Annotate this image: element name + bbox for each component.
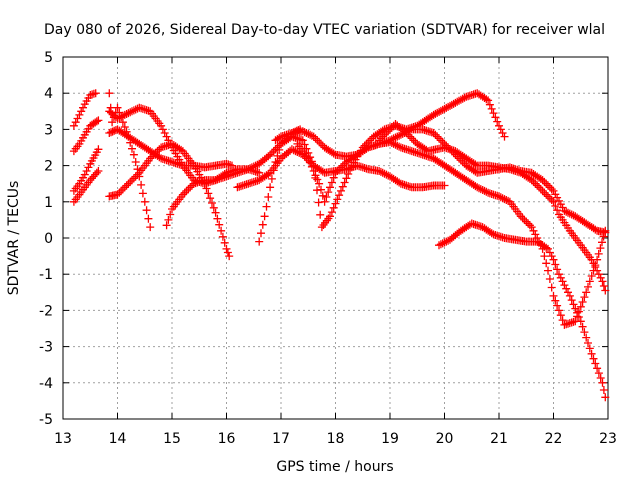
data-points — [435, 219, 610, 402]
data-points — [69, 167, 103, 206]
data-points — [69, 145, 103, 195]
y-tick-label: -5 — [39, 412, 53, 428]
data-points — [69, 89, 100, 130]
x-tick-label: 23 — [599, 431, 617, 447]
data-points — [293, 138, 610, 329]
y-tick-label: -4 — [39, 376, 53, 392]
grid — [63, 57, 608, 419]
y-axis: -5 -4 -3 -2 -1 0 1 2 3 4 5 — [39, 50, 608, 428]
x-tick-label: 22 — [545, 431, 563, 447]
y-tick-label: 3 — [44, 122, 53, 138]
series-arc-1 — [69, 89, 100, 130]
series-arc-3 — [69, 145, 103, 195]
x-tick-label: 21 — [490, 431, 508, 447]
series-arc-2 — [69, 116, 103, 156]
x-tick-label: 20 — [436, 431, 454, 447]
data-points — [375, 120, 610, 295]
y-tick-label: 0 — [44, 231, 53, 247]
y-tick-label: 5 — [44, 50, 53, 66]
series-arc-8 — [105, 139, 234, 261]
x-axis: 13 14 15 16 17 18 19 20 21 22 23 — [54, 57, 617, 447]
x-tick-label: 19 — [381, 431, 399, 447]
y-tick-label: -2 — [39, 303, 53, 319]
x-tick-label: 14 — [109, 431, 127, 447]
y-tick-label: 2 — [44, 159, 53, 175]
y-axis-label: SDTVAR / TECUs — [6, 181, 22, 296]
y-tick-label: -3 — [39, 340, 53, 356]
x-tick-label: 17 — [272, 431, 290, 447]
data-points — [69, 116, 103, 156]
y-tick-label: 1 — [44, 195, 53, 211]
y-tick-label: -1 — [39, 267, 53, 283]
y-tick-label: 4 — [44, 86, 53, 102]
x-tick-label: 15 — [163, 431, 181, 447]
x-tick-label: 18 — [327, 431, 345, 447]
data-points — [105, 139, 234, 261]
x-tick-label: 16 — [218, 431, 236, 447]
x-axis-label: GPS time / hours — [276, 459, 393, 475]
series-arc-15 — [435, 219, 610, 402]
series-arc-14 — [375, 120, 610, 295]
series-arc-4 — [69, 167, 103, 206]
chart-title: Day 080 of 2026, Sidereal Day-to-day VTE… — [44, 22, 605, 38]
series-group — [69, 89, 610, 402]
x-tick-label: 13 — [54, 431, 72, 447]
series-arc-13 — [293, 138, 610, 329]
